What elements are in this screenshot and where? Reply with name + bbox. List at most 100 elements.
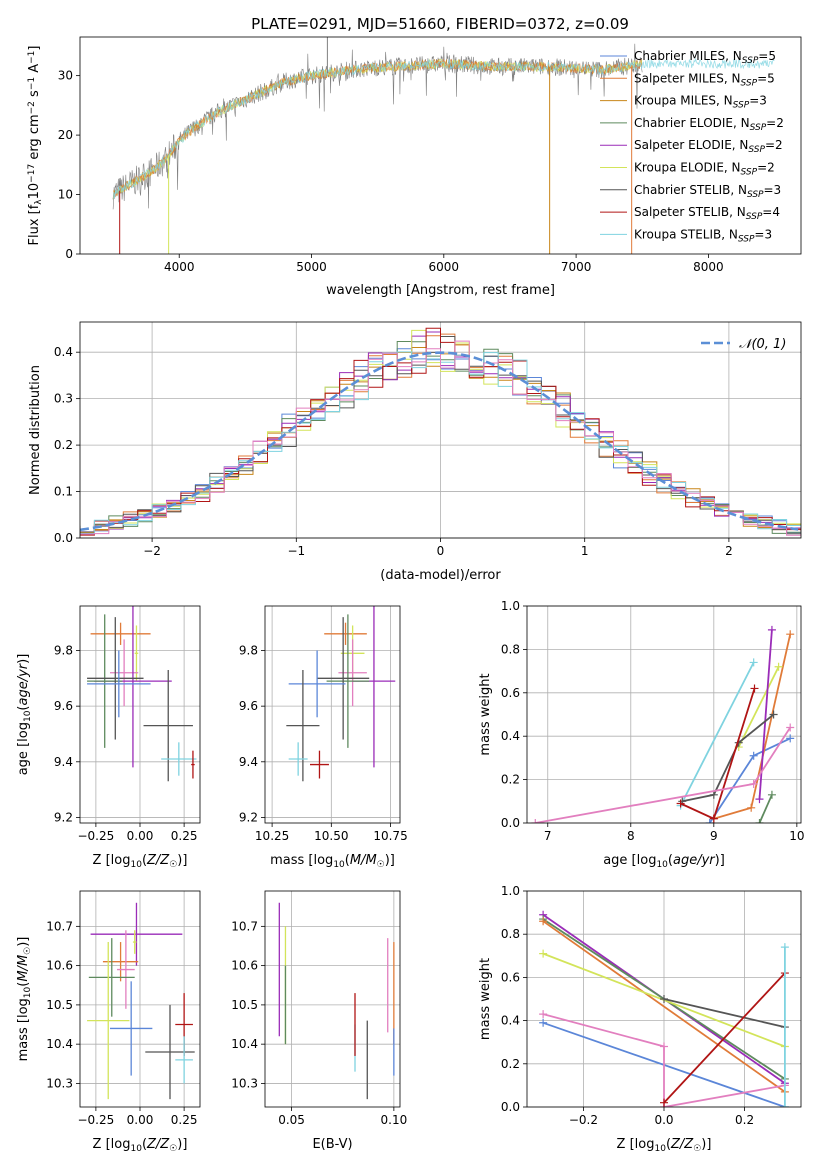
age_vs_Z-xlabel-part: Z [log [93,853,131,868]
massweight_vs_Z-xlabel-part: 10 [654,1144,666,1154]
massweight_vs_age-xlabel-part: age/yr [673,853,716,868]
age_vs_mass-points [286,606,396,782]
age_vs_Z-ylabel-part: age [log [16,722,31,775]
age_vs_mass-xlabel-part: ( [345,853,350,868]
x-tick-label: 2 [725,544,733,558]
y-tick-label: 0.1 [54,485,73,499]
y-tick-label: 10.3 [46,1076,73,1090]
mass-weight-line [535,727,791,823]
legend-label: Chabrier ELODIE, NSSP=2 [634,116,784,133]
mass-weight-marker [780,943,789,952]
massweight_vs_Z-xlabel: Z [log10(Z/Z☉)] [617,1137,712,1154]
y-tick-label: 30 [58,69,73,83]
mass_vs_Z-xlabel-part: ☉ [169,1144,177,1154]
legend-label: Salpeter MILES, NSSP=5 [634,71,775,88]
x-tick-label: 0.00 [127,1113,154,1127]
mass-weight-marker [539,917,548,926]
errorbar-point [87,942,130,1100]
spectrum-ylabel-part: erg cm [27,114,42,163]
y-tick-label: 0.2 [501,1057,520,1071]
mass-weight-marker [749,779,758,788]
residuals-ylabel: Normed distribution [28,365,43,495]
mass-weight-marker [767,625,776,634]
legend-label-part: Salpeter STELIB, N [634,205,746,219]
mass-weight-marker [755,819,764,823]
mass-weight-line [542,1013,786,1107]
y-tick-label: 10 [58,188,73,202]
y-tick-label: 0.0 [501,1100,520,1114]
y-tick-label: 10.4 [231,1037,258,1051]
mass-weight-line [679,661,755,807]
x-tick-label: 8000 [693,260,724,274]
spectrum-xlabel: wavelength [Angstrom, rest frame] [326,283,555,298]
massweight_vs_age-xlabel-part: ( [668,853,673,868]
y-tick-label: 10.6 [231,959,258,973]
age_vs_Z-frame [79,605,201,824]
mass_vs_Z-xlabel-part: )] [177,1137,187,1152]
y-tick-label: 0 [65,247,73,261]
massweight_vs_age-xlabel-part: 10 [656,860,668,870]
mass-weight-line [663,998,786,1028]
y-tick-label: 0.3 [54,392,73,406]
errorbar-point [87,617,144,740]
residuals-xlabel: (data-model)/error [380,568,501,583]
observed-spectrum-line [112,43,643,210]
legend-label: Chabrier MILES, NSSP=5 [634,49,776,66]
mass_vs_Z-ylabel-part: mass [log [16,998,31,1061]
y-tick-label: 10.5 [231,998,258,1012]
errorbar-point [88,938,135,1017]
age_vs_Z-points [87,606,197,782]
y-tick-label: 0.2 [54,438,73,452]
mass-weight-line [708,737,791,823]
mass_vs_Z-frame [79,890,201,1108]
errorbar-point [117,930,135,1009]
y-tick-label: 20 [58,128,73,142]
age_vs_Z-xlabel-part: ☉ [169,860,177,870]
y-tick-label: 9.2 [239,810,258,824]
age_vs_Z-ylabel-part: ( [16,706,31,711]
y-tick-label: 0.2 [501,773,520,787]
massweight_vs_Z-xlabel-part: Z [log [617,1137,655,1152]
errorbar-point [175,1036,193,1084]
mass_vs_Z-ylabel-part: 10 [23,986,33,998]
errorbar-point [90,902,183,966]
legend-label-part: Chabrier ELODIE, N [634,116,750,130]
age_vs_Z-ylabel-part: age/yr [16,662,31,705]
x-tick-label: 0 [437,544,445,558]
mass-weight-marker [660,995,668,1003]
errorbar-point [132,930,137,954]
x-tick-label: −1 [287,544,305,558]
errorbar-point [110,981,153,1076]
errorbar-point [310,750,329,779]
legend-label-normal: 𝒩(0, 1) [739,337,786,352]
mass-weight-marker [531,819,540,823]
mass_vs_EBV-xlabel-part: E(B-V) [312,1137,352,1152]
age_vs_Z-xlabel: Z [log10(Z/Z☉)] [93,853,188,870]
legend-label: Kroupa MILES, NSSP=3 [634,94,767,111]
x-tick-label: 0.2 [735,1113,754,1127]
y-tick-label: 0.4 [501,1014,520,1028]
mass_vs_Z-xlabel: Z [log10(Z/Z☉)] [93,1137,188,1154]
mass-weight-line [758,794,773,823]
figure-title: PLATE=0291, MJD=51660, FIBERID=0372, z=0… [251,15,629,33]
massweight_vs_Z-xlabel-part: Z/Z [670,1137,694,1152]
age_vs_Z-xlabel-part: ( [142,853,147,868]
age_vs_Z-ylabel-part: 10 [23,710,33,722]
legend-label-part: =3 [754,227,772,241]
errorbar-point [87,650,151,718]
age_vs_mass-xlabel: mass [log10(M/M☉)] [270,853,395,870]
spectrum-ylabel-part: −1 [27,77,37,90]
mass_vs_EBV-frame [264,890,401,1108]
spectrum-ylabel-part: Flux [f [27,204,42,245]
massweight_vs_Z-ylabel: mass weight [478,958,493,1040]
spectrum-ylabel-part: ] [27,46,42,51]
mass-weight-marker [539,1018,548,1027]
mass-weight-marker [786,630,795,639]
mass_vs_Z-xlabel-part: ( [142,1137,147,1152]
massweight_vs_Z-xlabel-part: ( [666,1137,671,1152]
age_vs_mass-xlabel-part: M/M [350,853,377,868]
errorbar-point [317,617,370,740]
mass_vs_Z-ylabel-part: )] [16,937,31,947]
x-tick-label: 5000 [296,260,327,274]
